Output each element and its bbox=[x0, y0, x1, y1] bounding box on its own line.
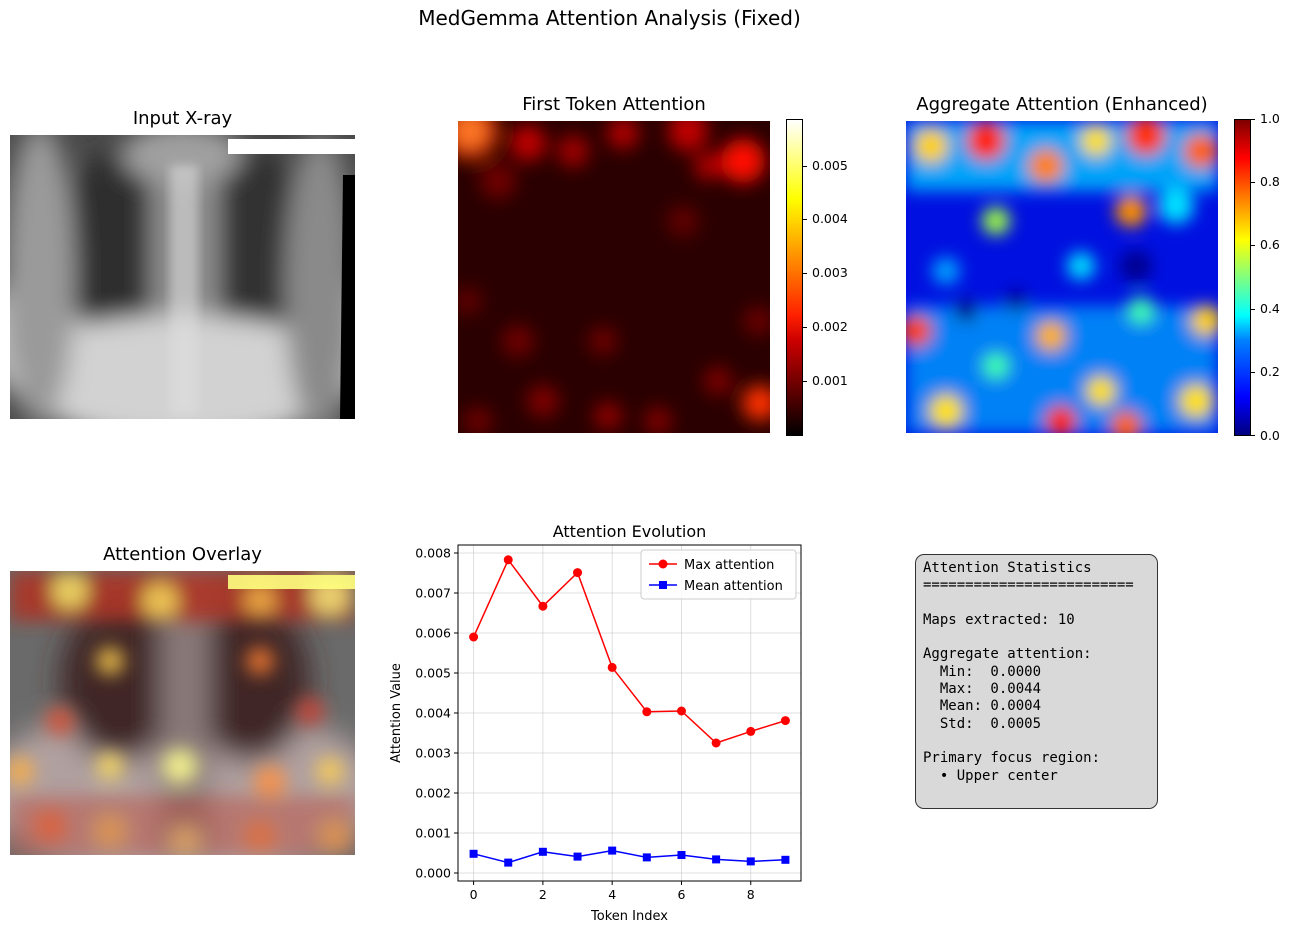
x-axis-label: Token Index bbox=[590, 909, 668, 924]
data-point bbox=[573, 568, 583, 578]
cb2-tick: 0.6 bbox=[1260, 237, 1280, 252]
xray-panel-title: Input X-ray bbox=[132, 108, 233, 129]
y-tick-label: 0.008 bbox=[415, 546, 451, 561]
stats-focus-value: • Upper center bbox=[923, 767, 1058, 784]
stats-title: Attention Statistics bbox=[923, 560, 1092, 576]
data-point bbox=[608, 846, 617, 855]
chart-legend: Max attention Mean attention bbox=[640, 549, 797, 600]
figure-title: MedGemma Attention Analysis (Fixed) bbox=[418, 6, 801, 30]
data-point bbox=[469, 632, 479, 642]
aggregate-colorbar bbox=[1234, 119, 1251, 436]
cb1-tick: 0.005 bbox=[812, 158, 848, 173]
xray-image bbox=[10, 135, 355, 419]
cb2-tick: 1.0 bbox=[1260, 111, 1280, 126]
cb2-tick: 0.2 bbox=[1260, 364, 1280, 379]
overlay-label-bar bbox=[228, 575, 355, 589]
series-line bbox=[473, 849, 786, 864]
legend-mean-marker bbox=[659, 581, 667, 589]
cb1-tick: 0.004 bbox=[812, 211, 848, 226]
data-point bbox=[746, 726, 756, 736]
cb1-tick: 0.002 bbox=[812, 319, 848, 334]
stats-aggregate-header: Aggregate attention: bbox=[923, 646, 1092, 663]
data-point bbox=[607, 662, 617, 672]
data-point bbox=[538, 847, 547, 856]
x-tick-label: 6 bbox=[677, 887, 685, 902]
overlay-title: Attention Overlay bbox=[103, 544, 262, 565]
data-point bbox=[746, 857, 755, 866]
data-point bbox=[642, 707, 652, 717]
legend-box bbox=[640, 549, 797, 600]
stats-min: Min: 0.0000 bbox=[923, 663, 1042, 680]
xray-label-bar bbox=[228, 139, 355, 154]
stats-box bbox=[915, 554, 1158, 809]
stats-std: Std: 0.0005 bbox=[923, 715, 1042, 732]
overlay-image bbox=[10, 571, 355, 855]
data-point bbox=[642, 853, 651, 862]
data-point bbox=[711, 738, 721, 748]
legend-mean-label: Mean attention bbox=[684, 579, 783, 594]
cb1-tick: 0.001 bbox=[812, 373, 848, 388]
y-tick-label: 0.002 bbox=[415, 786, 451, 801]
legend-max-marker bbox=[658, 559, 668, 569]
cb1-tick: 0.003 bbox=[812, 265, 848, 280]
y-axis-label: Attention Value bbox=[389, 663, 404, 763]
data-point bbox=[781, 855, 790, 864]
data-point bbox=[677, 851, 686, 859]
x-tick-label: 2 bbox=[539, 887, 547, 902]
x-tick-label: 0 bbox=[470, 887, 478, 902]
y-tick-label: 0.003 bbox=[415, 746, 451, 761]
data-point bbox=[573, 852, 582, 861]
legend-max-label: Max attention bbox=[684, 558, 774, 573]
x-axis-ticks: 0 2 4 6 8 bbox=[470, 881, 755, 902]
data-point bbox=[538, 601, 548, 611]
series-line bbox=[472, 558, 786, 744]
stats-text: Attention Statistics ====================… bbox=[923, 560, 1134, 785]
aggregate-title: Aggregate Attention (Enhanced) bbox=[916, 94, 1208, 115]
y-tick-label: 0.005 bbox=[415, 666, 451, 681]
y-axis-ticks: 0.000 0.001 0.002 0.003 0.004 0.005 0.006 0.007… bbox=[415, 546, 458, 881]
data-point bbox=[712, 855, 721, 864]
x-tick-label: 8 bbox=[747, 887, 755, 902]
y-tick-label: 0.007 bbox=[415, 586, 451, 601]
aggregate-colorbar-ticks: 0.0 0.2 0.4 0.6 0.8 1.0 bbox=[1251, 111, 1291, 443]
y-tick-label: 0.006 bbox=[415, 626, 451, 641]
data-point bbox=[780, 716, 790, 726]
y-tick-label: 0.001 bbox=[415, 826, 451, 841]
data-point bbox=[676, 706, 686, 716]
cb2-tick: 0.0 bbox=[1260, 428, 1280, 443]
stats-rule: ========================= bbox=[923, 577, 1134, 594]
stats-focus-header: Primary focus region: bbox=[923, 750, 1101, 767]
data-point bbox=[503, 555, 513, 565]
aggregate-heatmap bbox=[906, 121, 1218, 433]
first-token-heatmap bbox=[458, 121, 770, 433]
data-point bbox=[469, 849, 478, 858]
chart-series bbox=[469, 555, 790, 867]
stats-max: Max: 0.0044 bbox=[923, 681, 1042, 698]
first-token-title: First Token Attention bbox=[522, 94, 706, 115]
stats-maps: Maps extracted: 10 bbox=[923, 611, 1075, 628]
y-tick-label: 0.000 bbox=[415, 866, 451, 881]
y-tick-label: 0.004 bbox=[415, 706, 451, 721]
data-point bbox=[504, 858, 513, 867]
x-tick-label: 4 bbox=[608, 887, 616, 902]
first-token-colorbar bbox=[786, 119, 803, 436]
line-chart-title: Attention Evolution bbox=[553, 522, 707, 541]
cb2-tick: 0.8 bbox=[1260, 174, 1280, 189]
first-token-colorbar-ticks: 0.001 0.002 0.003 0.004 0.005 bbox=[803, 119, 863, 436]
attention-evolution-chart: Attention Evolution 0.000 0.001 0.002 0.003… bbox=[389, 522, 802, 924]
stats-mean: Mean: 0.0004 bbox=[923, 698, 1042, 715]
cb2-tick: 0.4 bbox=[1260, 301, 1280, 316]
